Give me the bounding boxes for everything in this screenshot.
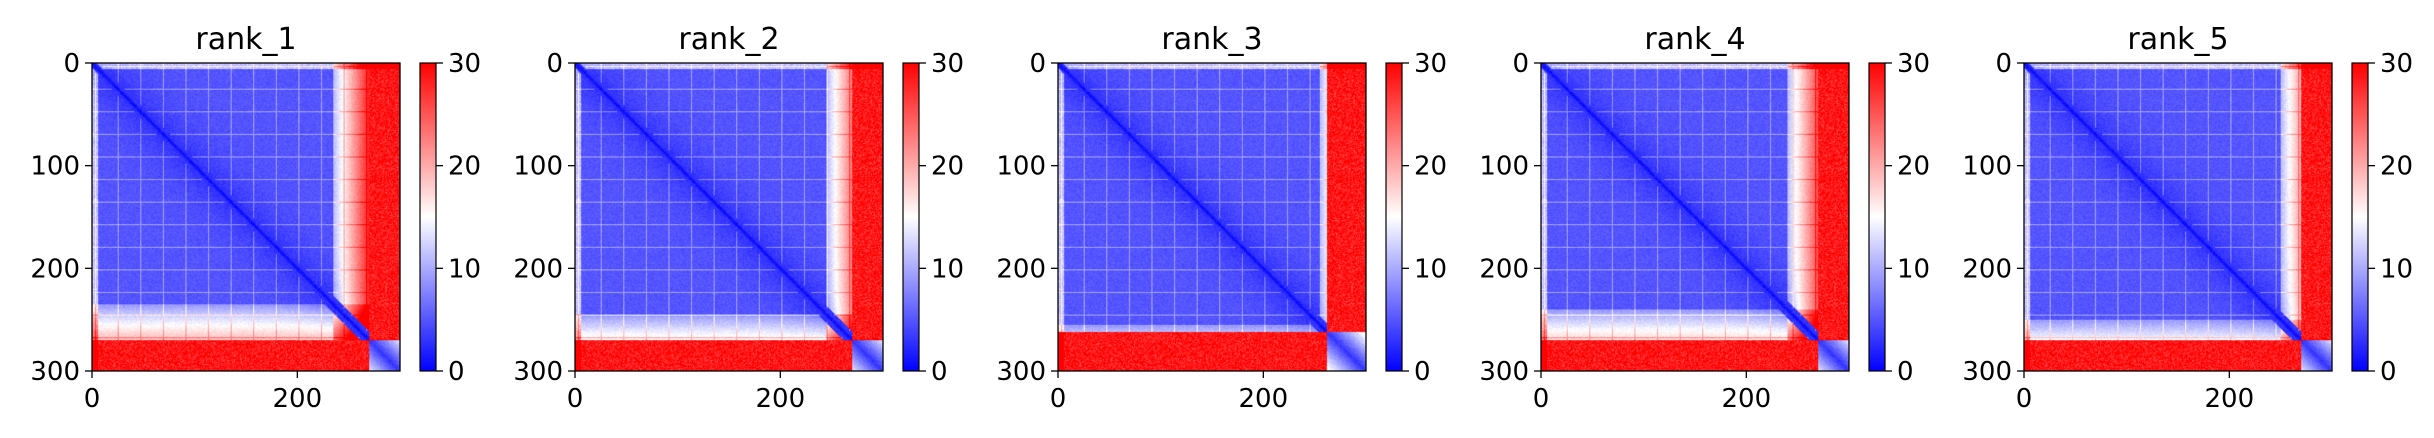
axes-frame: [2023, 62, 2333, 372]
x-tick-label: 200: [1722, 384, 1772, 414]
x-tick-label: 200: [756, 384, 806, 414]
heatmap-image: [1058, 63, 1366, 371]
axes-frame: [1057, 62, 1367, 372]
x-tick-label: 0: [567, 384, 584, 414]
colorbar-tick-label: 30: [2380, 49, 2413, 79]
heatmap-image: [575, 63, 883, 371]
y-tick-label: 200: [1479, 254, 1529, 284]
x-tick-label: 200: [2205, 384, 2255, 414]
panel-title: rank_4: [1644, 22, 1745, 57]
heatmap-image: [1541, 63, 1849, 371]
y-tick-label: 100: [1479, 152, 1529, 182]
y-tick-label: 100: [30, 152, 80, 182]
y-tick-label: 100: [513, 152, 563, 182]
y-tick-label: 200: [996, 254, 1046, 284]
x-tick-label: 0: [1050, 384, 1067, 414]
colorbar-tick-label: 0: [448, 357, 465, 387]
colorbar-tick-label: 20: [1414, 152, 1447, 182]
colorbar-tick-label: 20: [2380, 152, 2413, 182]
colorbar: [419, 62, 437, 372]
y-tick-label: 300: [1479, 357, 1529, 387]
colorbar-tick-label: 30: [1414, 49, 1447, 79]
heatmap-image: [92, 63, 400, 371]
y-tick-label: 0: [63, 49, 80, 79]
x-tick-label: 0: [2016, 384, 2033, 414]
colorbar-tick-label: 20: [1897, 152, 1930, 182]
colorbar-tick-label: 20: [448, 152, 481, 182]
y-tick-label: 200: [513, 254, 563, 284]
colorbar-tick-label: 10: [1414, 254, 1447, 284]
y-tick-label: 0: [546, 49, 563, 79]
y-tick-label: 300: [996, 357, 1046, 387]
colorbar-tick-label: 10: [448, 254, 481, 284]
colorbar-tick-label: 0: [2380, 357, 2397, 387]
colorbar-tick-label: 0: [931, 357, 948, 387]
y-tick-label: 300: [1962, 357, 2012, 387]
colorbar-tick-label: 10: [931, 254, 964, 284]
colorbar-tick-label: 10: [2380, 254, 2413, 284]
colorbar-tick-label: 0: [1897, 357, 1914, 387]
x-tick-label: 0: [84, 384, 101, 414]
colorbar-tick-label: 20: [931, 152, 964, 182]
panel-title: rank_3: [1161, 22, 1262, 57]
y-tick-label: 300: [513, 357, 563, 387]
colorbar: [902, 62, 920, 372]
colorbar-tick-label: 30: [931, 49, 964, 79]
colorbar-tick-label: 0: [1414, 357, 1431, 387]
heatmap-image: [2024, 63, 2332, 371]
colorbar-tick-label: 10: [1897, 254, 1930, 284]
y-tick-label: 0: [1995, 49, 2012, 79]
colorbar-tick-label: 30: [1897, 49, 1930, 79]
y-tick-label: 0: [1029, 49, 1046, 79]
x-tick-label: 0: [1533, 384, 1550, 414]
panel-title: rank_2: [678, 22, 779, 57]
axes-frame: [1540, 62, 1850, 372]
y-tick-label: 0: [1512, 49, 1529, 79]
axes-frame: [91, 62, 401, 372]
panel-title: rank_5: [2127, 22, 2228, 57]
panel-title: rank_1: [195, 22, 296, 57]
axes-frame: [574, 62, 884, 372]
colorbar-tick-label: 30: [448, 49, 481, 79]
y-tick-label: 100: [1962, 152, 2012, 182]
colorbar: [2351, 62, 2369, 372]
y-tick-label: 300: [30, 357, 80, 387]
y-tick-label: 100: [996, 152, 1046, 182]
y-tick-label: 200: [30, 254, 80, 284]
colorbar: [1868, 62, 1886, 372]
y-tick-label: 200: [1962, 254, 2012, 284]
x-tick-label: 200: [273, 384, 323, 414]
colorbar: [1385, 62, 1403, 372]
x-tick-label: 200: [1239, 384, 1289, 414]
